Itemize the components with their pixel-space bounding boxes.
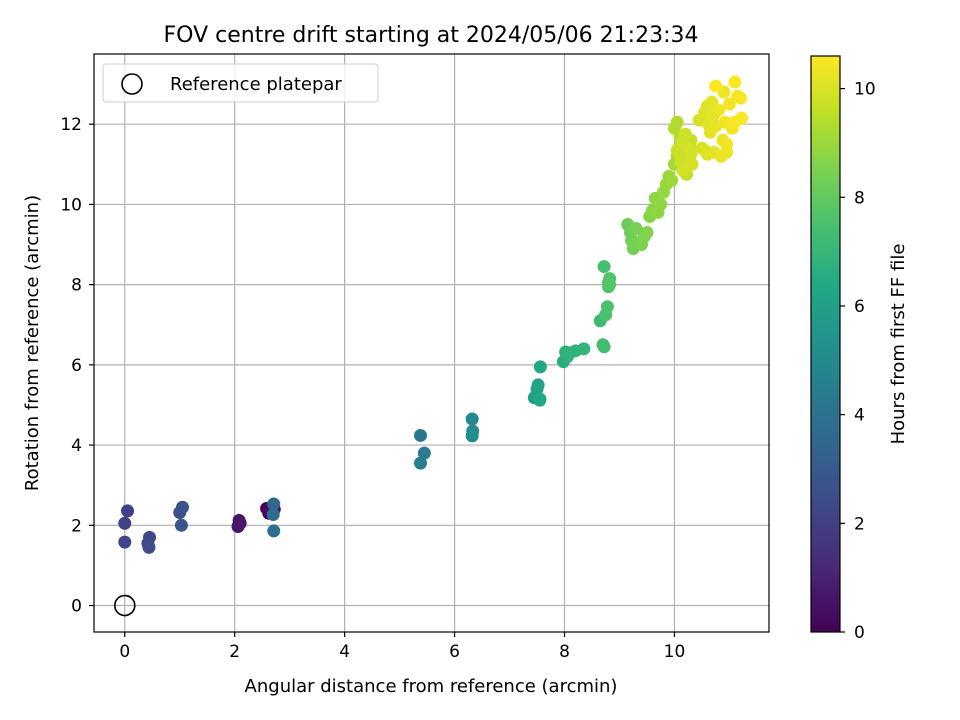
data-point: [121, 504, 135, 518]
colorbar-tick-label: 10: [854, 80, 876, 100]
colorbar-tick-label: 6: [854, 297, 865, 317]
y-tick-label: 12: [60, 115, 82, 135]
data-point: [676, 163, 690, 177]
data-point: [640, 225, 654, 239]
colorbar-tick-label: 2: [854, 514, 865, 534]
colorbar-label: Hours from first FF file: [888, 244, 909, 445]
data-point: [720, 145, 734, 159]
data-point: [577, 342, 591, 356]
data-point: [174, 518, 188, 532]
data-point: [722, 97, 736, 111]
data-point: [665, 173, 679, 187]
y-tick-label: 6: [71, 356, 82, 376]
grid-lines: [94, 54, 769, 632]
legend-marker-icon: [121, 73, 143, 95]
data-point: [700, 147, 714, 161]
data-point: [533, 360, 547, 374]
y-tick-label: 2: [71, 516, 82, 536]
x-tick-label: 6: [449, 642, 460, 662]
x-tick-label: 10: [664, 642, 686, 662]
data-point: [603, 278, 617, 292]
data-points: [118, 75, 749, 554]
y-tick-label: 8: [71, 276, 82, 296]
data-point: [533, 392, 547, 406]
data-point: [142, 540, 156, 554]
data-point: [685, 157, 699, 171]
x-tick-label: 2: [229, 642, 240, 662]
data-point: [417, 446, 431, 460]
data-point: [597, 260, 611, 274]
data-point: [670, 115, 684, 129]
data-point: [597, 340, 611, 354]
data-point: [267, 497, 281, 511]
legend: Reference platepar: [102, 63, 379, 103]
x-axis-ticks: 0 2 4 6 8 10: [119, 632, 685, 662]
reference-point-marker: [113, 594, 136, 617]
data-point: [267, 524, 281, 538]
x-tick-label: 0: [119, 642, 130, 662]
data-point: [654, 197, 668, 211]
data-point: [531, 378, 545, 392]
data-point: [414, 456, 428, 470]
data-point: [709, 79, 723, 93]
data-point: [414, 428, 428, 442]
colorbar-gradient: [810, 55, 841, 633]
y-tick-label: 10: [60, 195, 82, 215]
y-axis-ticks: 0 2 4 6 8 10 12: [60, 115, 94, 617]
data-point: [600, 300, 614, 314]
data-point: [266, 507, 280, 521]
colorbar-tick-label: 8: [854, 188, 865, 208]
reference-marker: [113, 594, 136, 617]
colorbar-tick-label: 0: [854, 623, 865, 643]
data-point: [118, 516, 132, 530]
data-point: [118, 535, 132, 549]
y-axis-label: Rotation from reference (arcmin): [22, 195, 43, 491]
x-tick-label: 4: [339, 642, 350, 662]
legend-box: [102, 63, 379, 103]
plot-frame: [93, 53, 770, 633]
colorbar-tick-label: 4: [854, 406, 865, 426]
data-point: [728, 75, 742, 89]
data-point: [175, 500, 189, 514]
y-tick-label: 0: [71, 597, 82, 617]
data-point: [465, 429, 479, 443]
data-point: [629, 221, 643, 235]
data-point: [735, 111, 749, 125]
chart-title: FOV centre drift starting at 2024/05/06 …: [164, 23, 699, 48]
x-tick-label: 8: [559, 642, 570, 662]
x-axis-label: Angular distance from reference (arcmin): [245, 676, 618, 697]
data-point: [678, 127, 692, 141]
y-tick-label: 4: [71, 436, 82, 456]
data-point: [233, 516, 247, 530]
legend-entry: Reference platepar: [170, 74, 342, 95]
colorbar: 0 2 4 6 8 10 Hours from first FF file: [810, 55, 909, 643]
data-point: [465, 412, 479, 426]
data-point: [733, 91, 747, 105]
colorbar-ticks: 0 2 4 6 8 10: [840, 80, 876, 643]
data-point: [711, 103, 725, 117]
data-point: [684, 147, 698, 161]
